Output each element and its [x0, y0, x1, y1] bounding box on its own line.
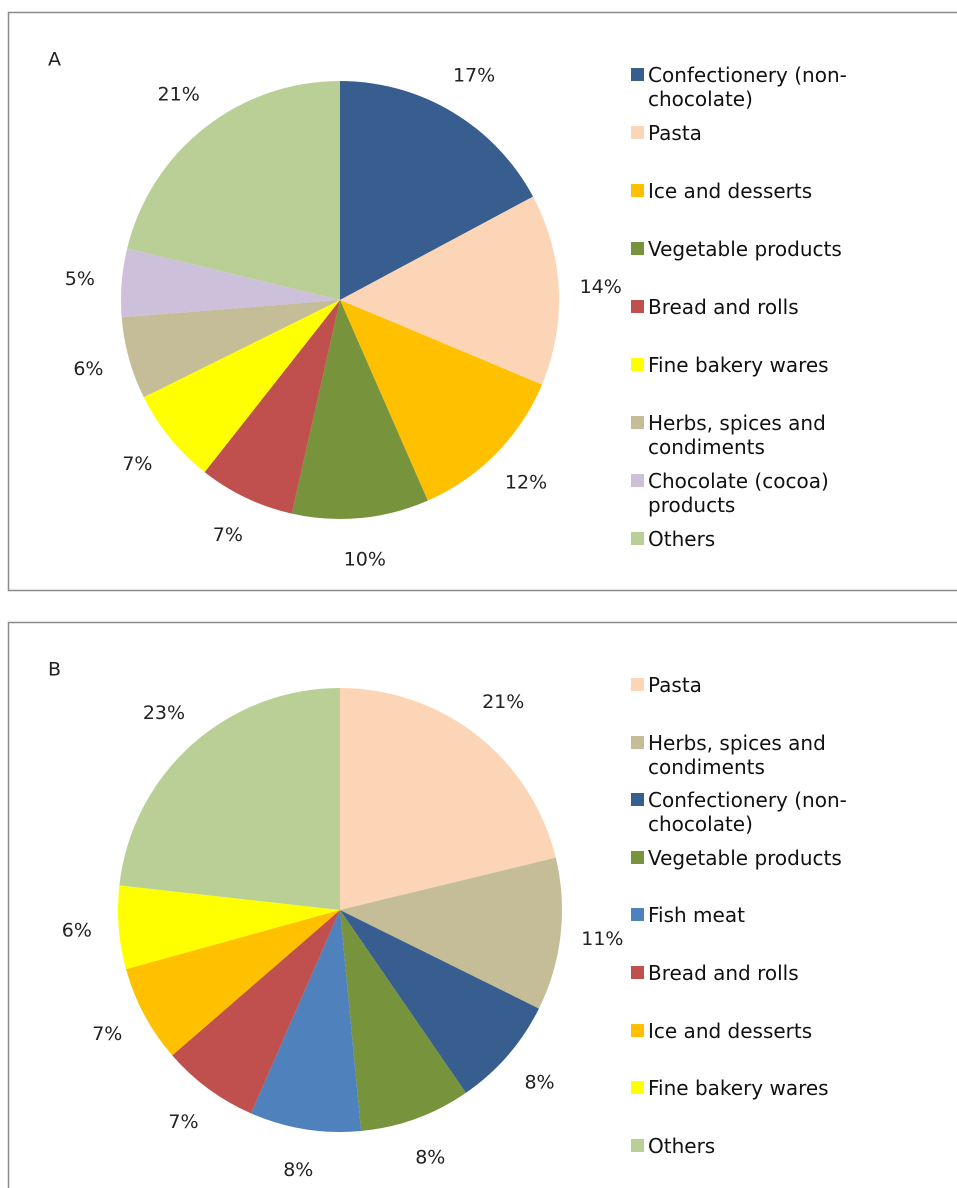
legend-swatch — [631, 793, 644, 807]
legend-swatch — [631, 358, 644, 371]
chart-frame — [7, 621, 957, 1188]
legend-label: Confectionery (non-chocolate) — [648, 63, 847, 111]
legend-label: Others — [648, 1133, 716, 1158]
pie-slice — [127, 81, 340, 300]
pie-slice — [204, 300, 340, 514]
data-label: 7% — [92, 1023, 122, 1045]
legend-label: Ice and desserts — [648, 179, 813, 203]
legend-swatch — [631, 532, 644, 545]
data-label: 12% — [505, 472, 547, 494]
pie-slice — [340, 910, 539, 1093]
pie-slice — [126, 910, 340, 1056]
legend-swatch — [631, 184, 644, 197]
data-label: 21% — [482, 691, 524, 713]
data-label: 7% — [213, 524, 243, 546]
legend-label: Vegetable products — [648, 845, 842, 870]
legend-label: Others — [648, 527, 716, 551]
pie-slice — [340, 857, 563, 1009]
legend-swatch — [631, 242, 644, 255]
data-label: 6% — [62, 919, 92, 941]
legend-label: Bread and rolls — [648, 961, 799, 985]
legend-swatch — [631, 966, 644, 979]
legend-swatch — [631, 735, 644, 749]
legend-swatch — [631, 416, 644, 429]
legend-label: Ice and desserts — [648, 1018, 813, 1043]
data-label: 10% — [344, 548, 386, 570]
legend-label: Pasta — [648, 121, 702, 145]
legend-label: Herbs, spices and condiments — [648, 730, 826, 779]
legend-label: Herbs, spices and condiments — [648, 411, 826, 459]
legend-label: Fine bakery wares — [648, 353, 829, 377]
legend-swatch — [631, 300, 644, 313]
pie-slice — [340, 910, 466, 1131]
legend-label: Fine bakery wares — [648, 1076, 829, 1101]
legend-swatch — [631, 678, 644, 691]
pie-slice — [121, 300, 340, 398]
chart-frame — [7, 11, 957, 592]
pie-slice — [121, 248, 341, 318]
legend-swatch — [631, 1138, 644, 1152]
data-label: 8% — [524, 1071, 554, 1093]
data-label: 5% — [65, 268, 95, 290]
chart-title: B — [48, 659, 61, 681]
data-label: 7% — [168, 1111, 198, 1133]
data-label: 7% — [122, 453, 152, 475]
legend-swatch — [631, 1023, 644, 1037]
legend-label: Chocolate (cocoa) products — [648, 469, 829, 517]
pie-slice — [291, 300, 428, 519]
legend-swatch — [631, 850, 644, 864]
pie-slice — [172, 910, 340, 1114]
legend-swatch — [631, 908, 644, 922]
legend-swatch — [631, 126, 644, 139]
legend-swatch — [631, 474, 644, 487]
data-label: 11% — [581, 928, 623, 950]
data-label: 8% — [415, 1147, 445, 1169]
data-label: 14% — [580, 276, 622, 298]
pie-slice — [340, 196, 559, 385]
pie-slice — [119, 688, 340, 910]
data-label: 17% — [453, 65, 495, 87]
pie-slice — [250, 910, 362, 1132]
data-label: 8% — [283, 1159, 313, 1181]
chart-title: A — [48, 49, 61, 71]
legend-label: Fish meat — [648, 903, 745, 928]
pie-slice — [340, 300, 542, 501]
data-label: 6% — [73, 358, 103, 380]
legend-label: Confectionery (non-chocolate) — [648, 788, 847, 837]
legend-swatch — [631, 68, 644, 81]
legend-label: Pasta — [648, 673, 702, 697]
pie-slice — [143, 300, 340, 473]
legend-label: Bread and rolls — [648, 295, 799, 319]
data-label: 21% — [158, 83, 200, 105]
legend-swatch — [631, 1081, 644, 1095]
pie-slice — [340, 688, 556, 910]
legend-label: Vegetable products — [648, 237, 842, 261]
pie-slice — [118, 885, 341, 970]
pie-slice — [340, 81, 534, 300]
data-label: 23% — [143, 702, 185, 724]
